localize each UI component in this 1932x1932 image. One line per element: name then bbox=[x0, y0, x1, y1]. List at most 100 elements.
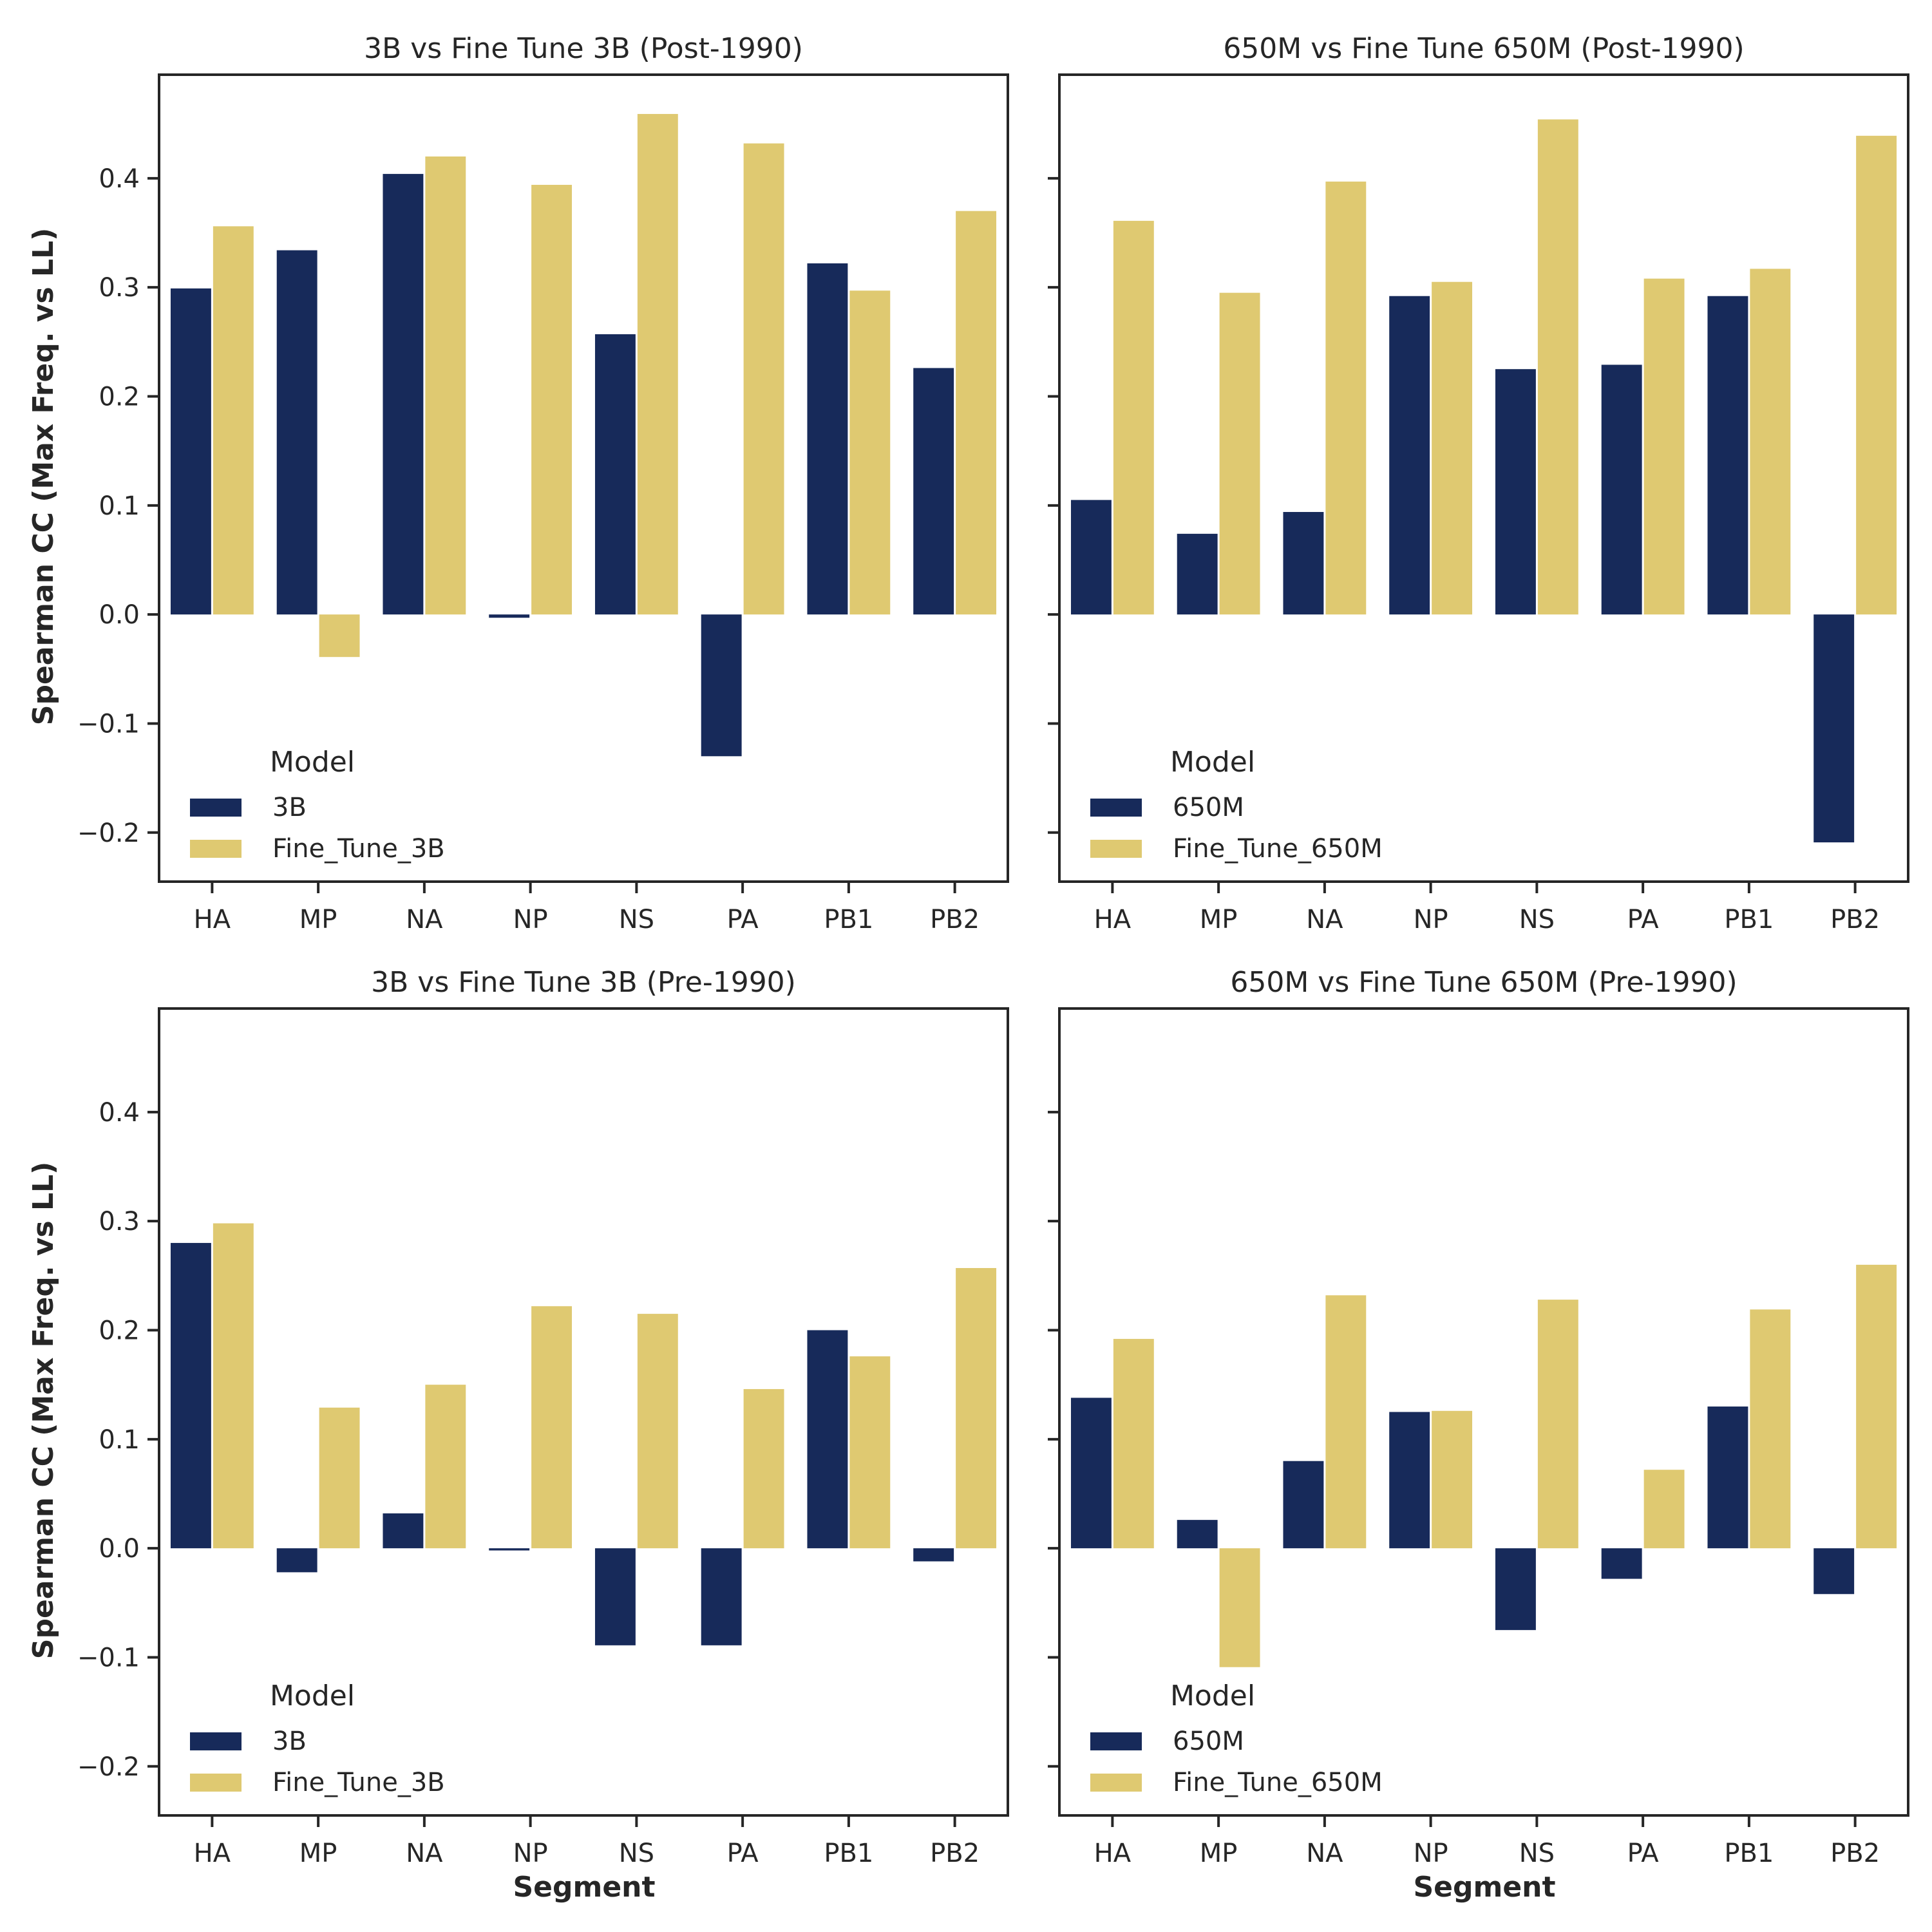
bar-fine_tune_650m-pb2 bbox=[1856, 1264, 1897, 1549]
x-axis-label-left: Segment bbox=[513, 1871, 655, 1904]
chart-title: 3B vs Fine Tune 3B (Post-1990) bbox=[364, 32, 803, 65]
bar-fine_tune_650m-np bbox=[1432, 1410, 1473, 1549]
y-tick-label: −0.2 bbox=[77, 819, 140, 848]
bar-fine_tune_3b-ha bbox=[213, 226, 254, 615]
legend-swatch-3b bbox=[190, 799, 242, 817]
bar-650m-mp bbox=[1177, 1520, 1218, 1549]
x-tick-label-pb2: PB2 bbox=[930, 1839, 980, 1868]
legend-swatch-fine_tune_3b bbox=[190, 1774, 242, 1792]
y-tick-label: 0.3 bbox=[99, 273, 140, 303]
bar-fine_tune_3b-ns bbox=[637, 113, 678, 615]
x-tick-label-na: NA bbox=[406, 905, 443, 934]
x-axis-label-right: Segment bbox=[1413, 1871, 1555, 1904]
bar-650m-pa bbox=[1601, 365, 1642, 615]
legend-label-fine_tune_3b: Fine_Tune_3B bbox=[272, 834, 445, 864]
x-tick-label-mp: MP bbox=[1200, 1839, 1238, 1868]
chart-panel-3: −0.2 −0.1 0.0 0.1 0.2 0.3 0.4 HA MP NA NP NS PA PB1 PB… bbox=[77, 966, 1009, 1868]
bar-fine_tune_3b-mp bbox=[319, 614, 360, 658]
x-tick-label-na: NA bbox=[1306, 1839, 1343, 1868]
y-tick-label: 0.0 bbox=[99, 1534, 140, 1564]
bar-3b-np bbox=[489, 614, 530, 618]
axes-frame bbox=[1058, 73, 1909, 883]
y-tick-label: −0.2 bbox=[77, 1752, 140, 1782]
x-tick-label-ns: NS bbox=[619, 905, 654, 934]
x-tick-label-pb2: PB2 bbox=[1830, 905, 1880, 934]
bar-3b-np bbox=[489, 1548, 530, 1551]
bar-3b-mp bbox=[276, 1548, 317, 1573]
x-tick-label-ha: HA bbox=[1094, 905, 1132, 934]
x-tick-label-pb1: PB1 bbox=[824, 905, 873, 934]
legend-title: Model bbox=[270, 1680, 355, 1712]
x-tick-label-ns: NS bbox=[1519, 905, 1555, 934]
legend-swatch-fine_tune_3b bbox=[190, 840, 242, 858]
bar-650m-ha bbox=[1070, 1397, 1112, 1549]
bar-650m-ns bbox=[1495, 1548, 1536, 1631]
bar-3b-pb1 bbox=[807, 1330, 848, 1549]
legend-label-fine_tune_650m: Fine_Tune_650M bbox=[1173, 1768, 1383, 1797]
y-tick-label: −0.1 bbox=[77, 1643, 140, 1672]
x-tick-label-pa: PA bbox=[1627, 1839, 1660, 1868]
bar-fine_tune_650m-ha bbox=[1113, 220, 1154, 615]
bar-650m-np bbox=[1389, 1412, 1430, 1549]
bar-fine_tune_3b-mp bbox=[319, 1407, 360, 1549]
x-tick-label-np: NP bbox=[513, 1839, 548, 1868]
legend-title: Model bbox=[1170, 746, 1255, 779]
bar-fine_tune_3b-pb1 bbox=[849, 290, 891, 615]
bar-3b-ha bbox=[170, 1243, 211, 1549]
x-tick-label-np: NP bbox=[1414, 1839, 1448, 1868]
bar-fine_tune_650m-na bbox=[1325, 1295, 1367, 1549]
bar-fine_tune_3b-pa bbox=[743, 1388, 784, 1549]
x-tick-label-ha: HA bbox=[194, 1839, 231, 1868]
x-tick-label-ns: NS bbox=[619, 1839, 654, 1868]
bar-3b-na bbox=[383, 174, 424, 615]
legend-title: Model bbox=[270, 746, 355, 779]
bar-650m-na bbox=[1283, 1461, 1324, 1549]
bar-fine_tune_3b-ns bbox=[637, 1314, 678, 1549]
bar-fine_tune_650m-na bbox=[1325, 181, 1367, 615]
y-tick-label: 0.4 bbox=[99, 164, 140, 194]
bar-650m-pb1 bbox=[1707, 1406, 1748, 1549]
x-tick-label-mp: MP bbox=[299, 1839, 337, 1868]
legend-swatch-fine_tune_650m bbox=[1090, 840, 1142, 858]
legend-label-fine_tune_3b: Fine_Tune_3B bbox=[272, 1768, 445, 1797]
legend-label-fine_tune_650m: Fine_Tune_650M bbox=[1173, 834, 1383, 864]
bar-fine_tune_3b-ha bbox=[213, 1223, 254, 1549]
x-tick-label-ns: NS bbox=[1519, 1839, 1555, 1868]
x-tick-label-pa: PA bbox=[1627, 905, 1660, 934]
x-tick-label-pb2: PB2 bbox=[930, 905, 980, 934]
chart-panel-4: HA MP NA NP NS PA PB1 PB2 650M vs Fine Tune 650M… bbox=[1048, 966, 1909, 1868]
bar-fine_tune_3b-na bbox=[425, 156, 466, 615]
bar-fine_tune_650m-pb2 bbox=[1856, 135, 1897, 615]
x-tick-label-ha: HA bbox=[194, 905, 231, 934]
bar-fine_tune_650m-pb1 bbox=[1750, 269, 1791, 615]
y-axis-label-top: Spearman CC (Max Freq. vs LL) bbox=[27, 228, 60, 725]
bar-650m-pb2 bbox=[1814, 614, 1855, 843]
bar-fine_tune_3b-na bbox=[425, 1385, 466, 1549]
bar-fine_tune_650m-ns bbox=[1537, 119, 1578, 615]
bar-3b-pb2 bbox=[913, 368, 954, 615]
bar-3b-ns bbox=[594, 334, 636, 615]
legend-swatch-fine_tune_650m bbox=[1090, 1774, 1142, 1792]
bar-fine_tune_650m-pa bbox=[1643, 278, 1685, 615]
y-axis-label-bottom: Spearman CC (Max Freq. vs LL) bbox=[27, 1162, 60, 1659]
x-tick-label-pa: PA bbox=[727, 905, 759, 934]
bar-fine_tune_650m-pa bbox=[1643, 1470, 1685, 1549]
chart-panel-2: HA MP NA NP NS PA PB1 PB2 650M vs Fine Tune 650M… bbox=[1048, 32, 1909, 934]
x-tick-label-na: NA bbox=[1306, 905, 1343, 934]
x-tick-label-na: NA bbox=[406, 1839, 443, 1868]
bar-650m-pb1 bbox=[1707, 296, 1748, 615]
bar-fine_tune_650m-mp bbox=[1219, 1548, 1260, 1667]
y-tick-label: 0.1 bbox=[99, 491, 140, 521]
legend-title: Model bbox=[1170, 1680, 1255, 1712]
y-tick-label: 0.1 bbox=[99, 1425, 140, 1455]
bar-650m-mp bbox=[1177, 533, 1218, 615]
x-tick-label-mp: MP bbox=[1200, 905, 1238, 934]
bar-650m-ns bbox=[1495, 369, 1536, 615]
chart-title: 3B vs Fine Tune 3B (Pre-1990) bbox=[371, 966, 796, 999]
axes-frame bbox=[158, 73, 1009, 883]
x-tick-label-pa: PA bbox=[727, 1839, 759, 1868]
bar-650m-na bbox=[1283, 511, 1324, 615]
x-tick-label-mp: MP bbox=[299, 905, 337, 934]
bar-fine_tune_650m-mp bbox=[1219, 292, 1260, 615]
x-tick-label-pb1: PB1 bbox=[1724, 1839, 1774, 1868]
